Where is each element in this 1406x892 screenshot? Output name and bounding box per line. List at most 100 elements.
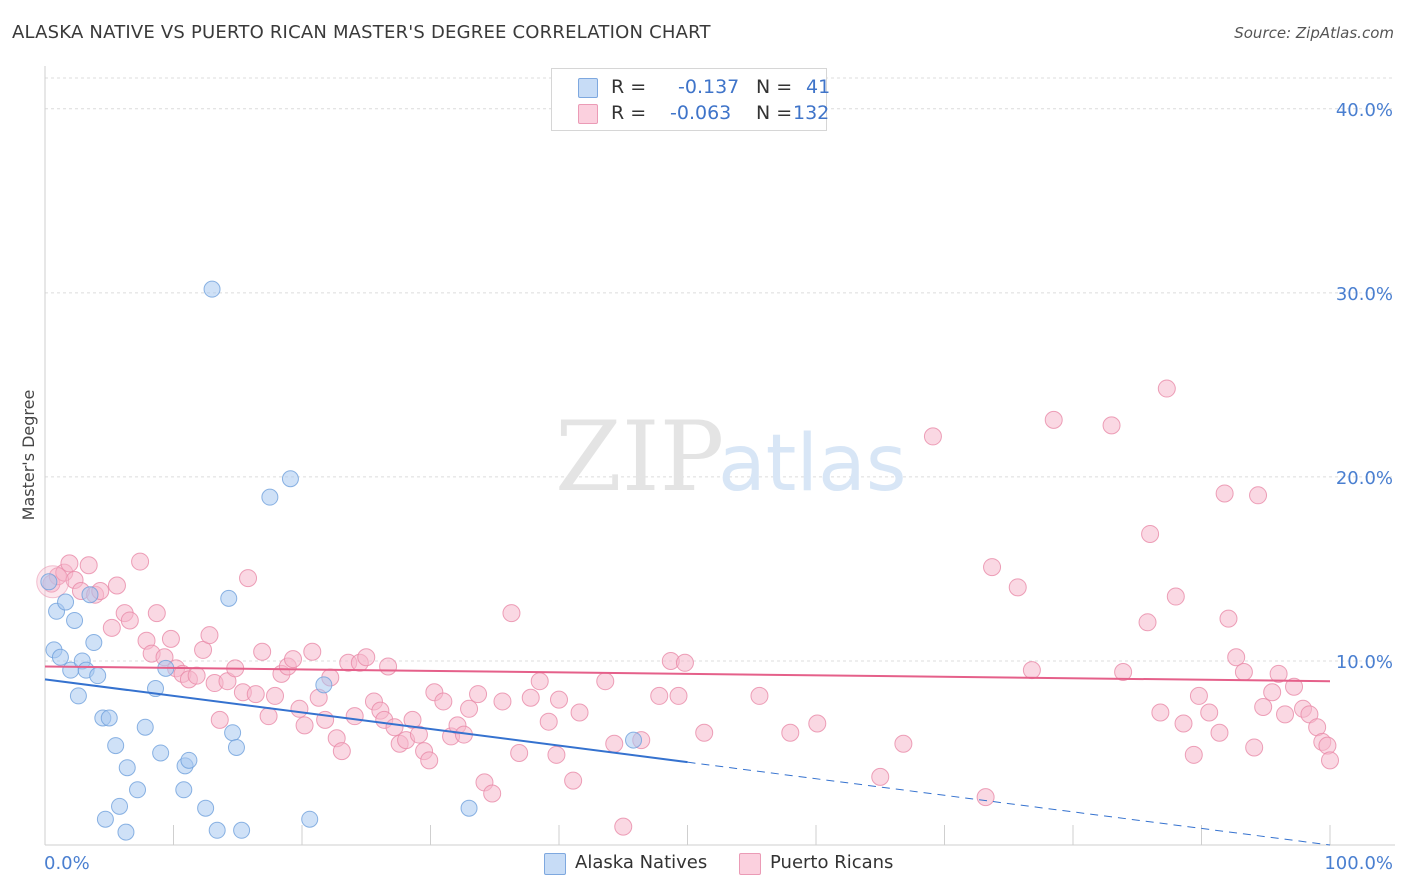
data-point-puerto-rican [107,576,126,595]
data-point-puerto-rican [1008,578,1027,597]
data-point-alaska-native [40,573,58,591]
data-point-puerto-rican [147,604,166,623]
data-point-puerto-rican [1138,613,1157,632]
data-point-puerto-rican [521,688,540,707]
data-point-alaska-native [261,488,279,506]
source-label: Source: ZipAtlas.com [1234,24,1394,42]
data-point-puerto-rican [1174,714,1193,733]
data-point-puerto-rican [1318,736,1337,755]
data-point-puerto-rican [510,743,529,762]
data-point-puerto-rican [539,712,558,731]
data-point-puerto-rican [1254,697,1273,716]
legend-r-label: R = [611,76,647,98]
tick-labels: 10.0% 20.0% 30.0% 40.0% 0.0% 100.0% [44,100,1393,874]
data-point-puerto-rican [210,710,229,729]
data-point-puerto-rican [808,714,827,733]
data-point-puerto-rican [564,771,583,790]
data-point-puerto-rican [1189,686,1208,705]
data-point-alaska-native [224,724,242,742]
data-point-puerto-rican [266,686,285,705]
data-point-puerto-rican [1227,648,1246,667]
data-point-puerto-rican [483,784,502,803]
data-point-alaska-native [220,589,238,607]
data-point-alaska-native [625,731,643,749]
data-point-puerto-rican [1022,661,1041,680]
y-tick-label: 40.0% [1336,100,1393,121]
data-point-puerto-rican [1245,738,1264,757]
y-tick-label: 10.0% [1336,652,1393,673]
data-point-alaska-native [66,611,84,629]
data-point-alaska-native [96,810,114,828]
data-point-puerto-rican [550,690,568,709]
data-point-puerto-rican [259,707,278,726]
data-point-puerto-rican [1249,486,1268,505]
data-point-puerto-rican [295,716,314,735]
legend-r-label: R = [611,102,647,124]
data-point-puerto-rican [253,642,272,661]
data-point-puerto-rican [1215,484,1234,503]
data-point-puerto-rican [1044,410,1063,429]
data-point-alaska-native [57,593,75,611]
data-point-alaska-native [208,821,226,839]
data-point-puerto-rican [290,699,309,718]
data-point-alaska-native [175,781,193,799]
data-point-puerto-rican [923,427,942,446]
data-point-alaska-native [460,799,478,817]
legend-n-label: N = [756,102,793,124]
data-point-puerto-rican [1166,587,1185,606]
data-point-puerto-rican [871,767,890,786]
data-point-puerto-rican [303,642,322,661]
data-point-puerto-rican [1321,751,1339,770]
data-point-puerto-rican [614,817,633,836]
data-point-puerto-rican [120,611,139,630]
data-point-alaska-native [129,781,147,799]
series-puerto-ricans [36,379,1339,836]
data-point-puerto-rican [695,723,714,742]
data-point-puerto-rican [246,685,265,704]
legend-r-value: -0.063 [670,102,732,124]
watermark-atlas: atlas [718,419,907,509]
trend-lines [44,665,1331,846]
data-point-puerto-rican [675,653,694,672]
data-point-puerto-rican [239,569,258,588]
legend-n-value: 132 [793,102,830,124]
data-point-puerto-rican [379,657,398,676]
data-point-puerto-rican [502,604,521,623]
axes [44,66,1395,846]
data-point-alaska-native [89,667,107,685]
data-point-puerto-rican [409,725,428,744]
trend-line-puerto-ricans [44,665,1331,683]
data-point-puerto-rican [1141,524,1160,543]
data-point-alaska-native [233,821,251,839]
data-point-alaska-native [315,676,333,694]
bottom-legend-swatch-alaska-natives [544,853,566,875]
data-point-alaska-native [118,759,136,777]
data-point-puerto-rican [102,618,121,637]
data-point-puerto-rican [605,734,624,753]
data-point-alaska-native [203,280,221,298]
data-point-puerto-rican [530,672,549,691]
data-point-puerto-rican [332,742,351,761]
data-point-alaska-native [301,810,319,828]
y-tick-label: 30.0% [1336,284,1393,305]
data-point-puerto-rican [1263,683,1282,702]
trend-line-alaska-natives-extension [687,761,1331,846]
data-point-alaska-native [117,823,135,841]
data-point-puerto-rican [1210,723,1229,742]
data-point-puerto-rican [1102,416,1121,435]
data-point-puerto-rican [60,554,79,573]
data-point-puerto-rican [1276,705,1295,724]
data-point-puerto-rican [596,672,615,691]
y-axis-label: Master's Degree [19,390,38,521]
data-point-puerto-rican [434,692,453,711]
x-tick-label: 100.0% [1324,853,1393,874]
data-point-puerto-rican [894,734,913,753]
data-point-alaska-native [81,586,99,604]
data-point-puerto-rican [1151,703,1170,722]
watermark: ZIP atlas [555,401,907,513]
data-point-alaska-native [69,687,87,705]
data-point-puerto-rican [1219,609,1238,628]
data-point-puerto-rican [420,751,439,770]
data-point-alaska-native [152,744,170,762]
